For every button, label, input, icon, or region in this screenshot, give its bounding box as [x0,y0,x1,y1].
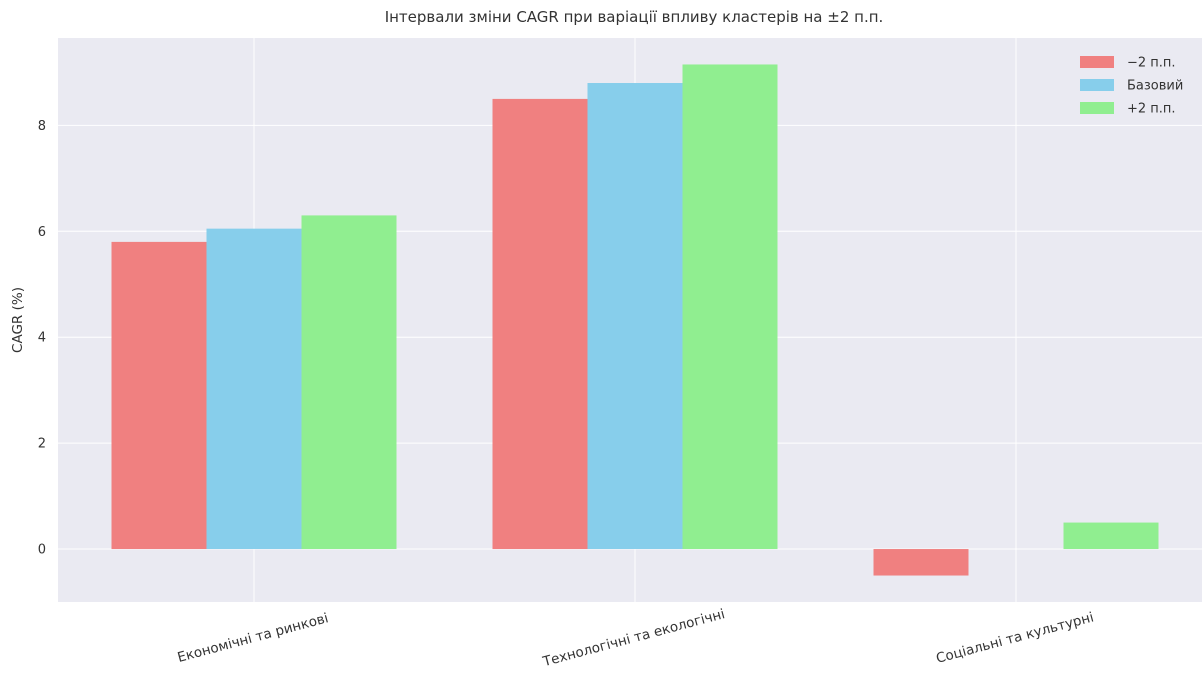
x-category-label: Економічні та ринкові [176,610,330,666]
x-category-label: Технологічні та екологічні [540,606,726,670]
legend-swatch [1080,102,1114,114]
bars [111,64,1159,576]
y-tick-label: 6 [38,225,46,240]
bar [587,83,683,550]
bar [1063,522,1159,550]
legend-swatch [1080,79,1114,91]
bar [873,549,969,576]
legend: −2 п.п. Базовий +2 п.п. [1080,56,1183,117]
x-category-label: Соціальні та культурні [934,609,1095,667]
x-axis-ticks: Економічні та ринкові Технологічні та еко… [176,606,1096,670]
chart-title: Інтервали зміни CAGR при варіації впливу… [385,8,884,26]
bar [111,241,207,550]
bar [206,228,302,550]
bar [682,64,778,550]
y-axis-title: CAGR (%) [10,287,26,353]
y-tick-label: 0 [38,543,46,558]
legend-swatch [1080,56,1114,68]
y-tick-label: 2 [38,437,46,452]
legend-label: −2 п.п. [1127,56,1176,71]
legend-label: +2 п.п. [1127,102,1176,117]
y-tick-label: 8 [38,119,46,134]
y-tick-label: 4 [38,331,46,346]
legend-label: Базовий [1127,79,1183,94]
bar [301,215,397,550]
bar [492,98,588,550]
y-axis-ticks: 0 2 4 6 8 [38,119,46,558]
